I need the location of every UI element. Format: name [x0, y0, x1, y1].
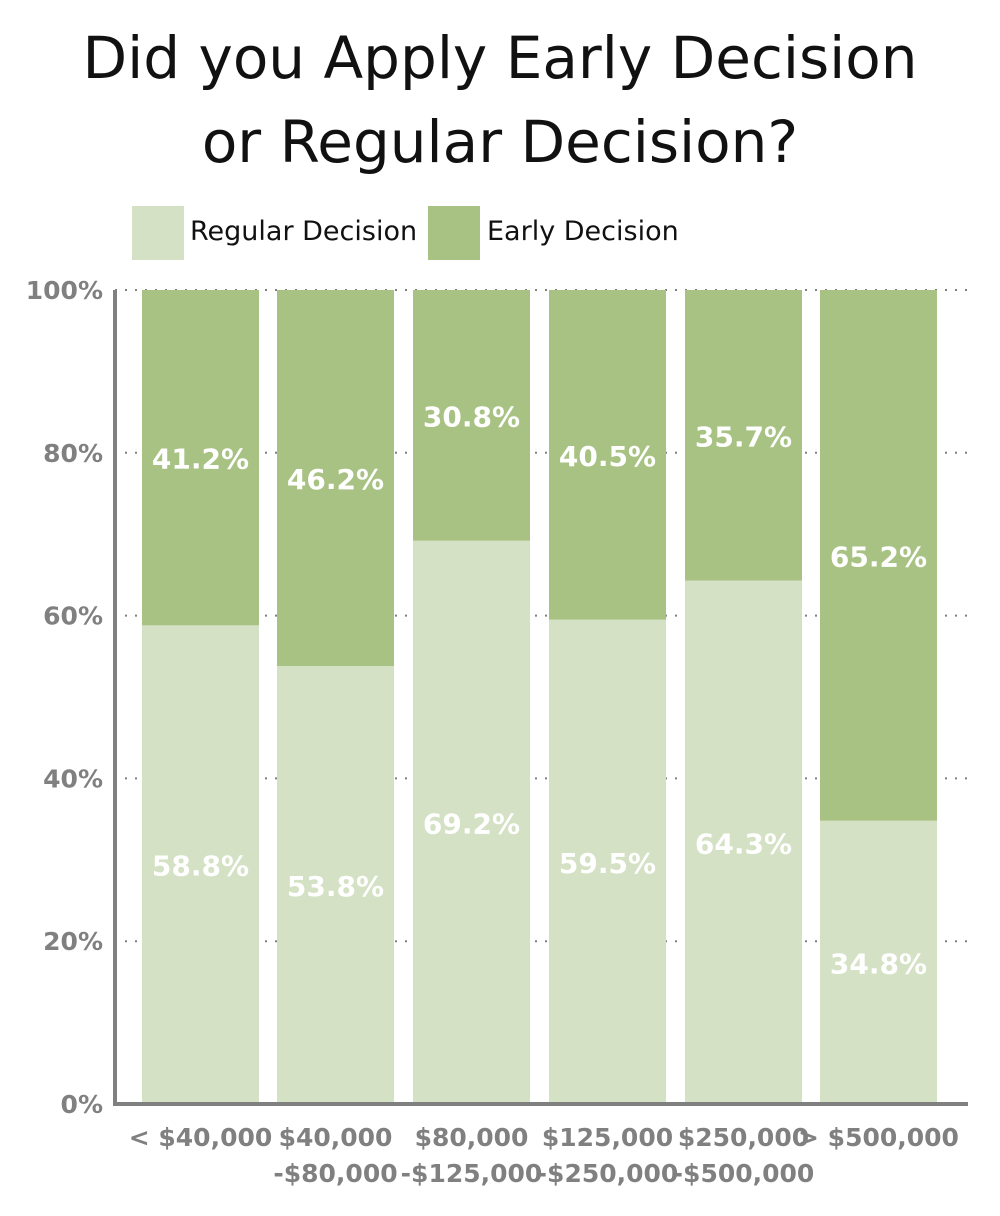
y-tick-label-40: 40% [43, 764, 103, 793]
data-label-regular-2: 69.2% [423, 807, 520, 840]
data-label-regular-0: 58.8% [152, 850, 249, 883]
bar-regular-3 [549, 619, 666, 1104]
bar-early-0 [142, 290, 259, 626]
data-label-regular-3: 59.5% [559, 847, 656, 880]
x-tick-label-4-1: -$500,000 [673, 1159, 815, 1188]
x-tick-label-4-0: $250,000 [678, 1123, 809, 1152]
bar-early-4 [685, 290, 802, 581]
bar-early-3 [549, 290, 666, 620]
x-tick-label-3-0: $125,000 [542, 1123, 673, 1152]
legend-label-early-decision: Early Decision [487, 216, 679, 247]
data-label-regular-1: 53.8% [287, 870, 384, 903]
bar-early-1 [277, 290, 394, 667]
x-tick-label-2-0: $80,000 [415, 1123, 529, 1152]
legend-swatch-regular-decision [132, 206, 184, 260]
data-label-regular-5: 34.8% [830, 947, 927, 980]
y-tick-label-60: 60% [43, 602, 103, 631]
x-tick-label-0-0: < $40,000 [129, 1123, 273, 1152]
x-tick-label-1-1: -$80,000 [273, 1159, 397, 1188]
data-label-early-5: 65.2% [830, 540, 927, 573]
data-label-regular-4: 64.3% [695, 827, 792, 860]
data-label-early-1: 46.2% [287, 463, 384, 496]
x-tick-label-3-1: -$250,000 [537, 1159, 679, 1188]
legend-label-regular-decision: Regular Decision [190, 216, 418, 247]
bar-early-5 [820, 290, 937, 821]
x-tick-label-2-1: -$125,000 [401, 1159, 543, 1188]
bar-regular-4 [685, 580, 802, 1104]
bar-regular-1 [277, 666, 394, 1104]
bar-regular-2 [413, 540, 530, 1104]
bar-early-2 [413, 290, 530, 541]
chart-title-line-2: or Regular Decision? [201, 108, 799, 176]
x-tick-label-1-0: $40,000 [279, 1123, 393, 1152]
y-tick-label-80: 80% [43, 439, 103, 468]
x-tick-label-5-0: > $500,000 [798, 1123, 959, 1152]
data-label-early-0: 41.2% [152, 443, 249, 476]
data-label-early-4: 35.7% [695, 420, 792, 453]
bar-regular-0 [142, 625, 259, 1104]
data-label-early-2: 30.8% [423, 400, 520, 433]
data-label-early-3: 40.5% [559, 440, 656, 473]
y-tick-label-20: 20% [43, 927, 103, 956]
legend-swatch-early-decision [428, 206, 480, 260]
y-tick-label-0: 0% [61, 1090, 103, 1119]
bar-regular-5 [820, 820, 937, 1104]
y-tick-label-100: 100% [26, 276, 103, 305]
chart-title-line-1: Did you Apply Early Decision [82, 24, 918, 92]
